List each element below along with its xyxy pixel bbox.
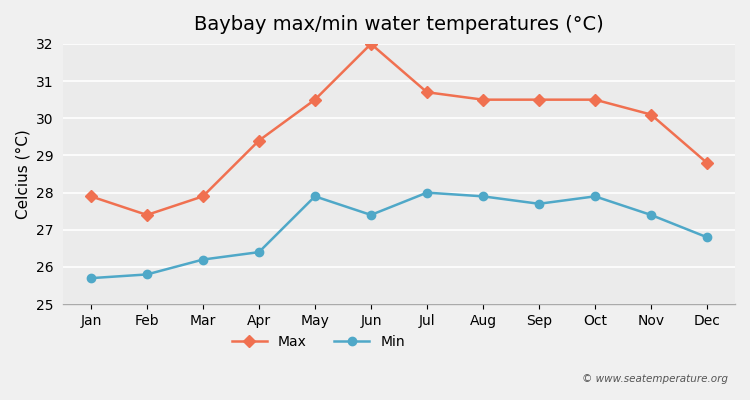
Legend: Max, Min: Max, Min <box>226 329 410 354</box>
Y-axis label: Celcius (°C): Celcius (°C) <box>15 129 30 219</box>
Text: © www.seatemperature.org: © www.seatemperature.org <box>581 374 728 384</box>
Title: Baybay max/min water temperatures (°C): Baybay max/min water temperatures (°C) <box>194 15 604 34</box>
